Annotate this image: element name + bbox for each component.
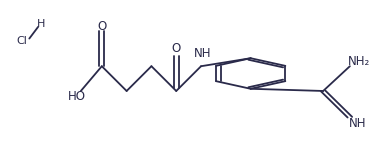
Text: H: H <box>36 19 45 29</box>
Text: NH: NH <box>349 117 366 130</box>
Text: NH₂: NH₂ <box>348 55 370 68</box>
Text: NH: NH <box>194 47 212 60</box>
Text: Cl: Cl <box>16 36 27 46</box>
Text: O: O <box>172 42 181 55</box>
Text: O: O <box>97 20 106 33</box>
Text: HO: HO <box>68 90 86 103</box>
